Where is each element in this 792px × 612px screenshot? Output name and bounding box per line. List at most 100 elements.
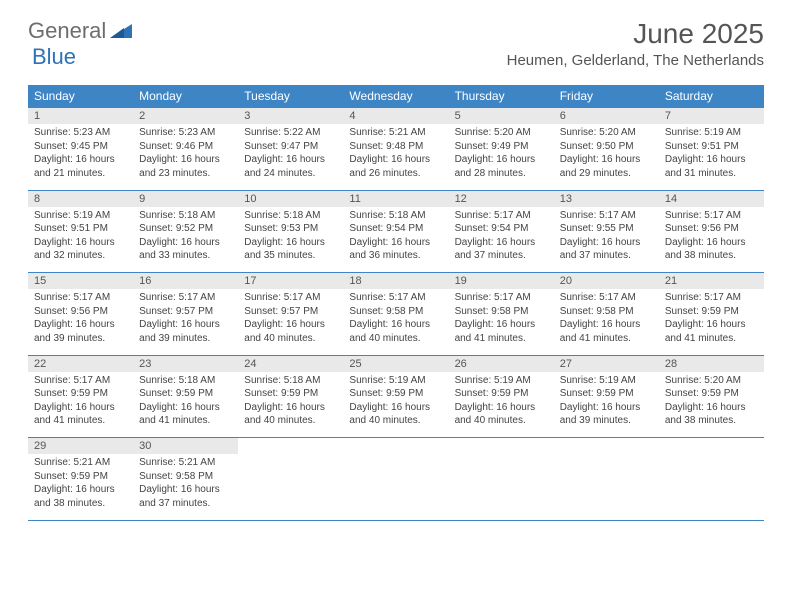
daylight-line: Daylight: 16 hours and 26 minutes. xyxy=(349,153,442,180)
sunrise-line: Sunrise: 5:20 AM xyxy=(560,126,653,140)
brand-blue: Blue xyxy=(32,44,76,69)
daylight-line: Daylight: 16 hours and 38 minutes. xyxy=(665,401,758,428)
sunrise-line: Sunrise: 5:17 AM xyxy=(455,209,548,223)
day-number-cell: 27 xyxy=(554,355,659,372)
day-number-cell: 9 xyxy=(133,190,238,207)
sunrise-line: Sunrise: 5:20 AM xyxy=(665,374,758,388)
sunrise-line: Sunrise: 5:20 AM xyxy=(455,126,548,140)
day-number-cell: 22 xyxy=(28,355,133,372)
day-number-cell: 10 xyxy=(238,190,343,207)
sunset-line: Sunset: 9:56 PM xyxy=(34,305,127,319)
day-detail-cell: Sunrise: 5:21 AMSunset: 9:58 PMDaylight:… xyxy=(133,454,238,520)
day-detail-cell: Sunrise: 5:19 AMSunset: 9:51 PMDaylight:… xyxy=(28,207,133,273)
sunrise-line: Sunrise: 5:22 AM xyxy=(244,126,337,140)
day-detail-cell: Sunrise: 5:19 AMSunset: 9:59 PMDaylight:… xyxy=(343,372,448,438)
sunrise-line: Sunrise: 5:18 AM xyxy=(244,374,337,388)
title-block: June 2025 Heumen, Gelderland, The Nether… xyxy=(507,18,764,69)
sunset-line: Sunset: 9:58 PM xyxy=(455,305,548,319)
weekday-header: Monday xyxy=(133,85,238,108)
day-detail-cell xyxy=(238,454,343,520)
sunset-line: Sunset: 9:51 PM xyxy=(34,222,127,236)
day-detail-cell: Sunrise: 5:21 AMSunset: 9:48 PMDaylight:… xyxy=(343,124,448,190)
daylight-line: Daylight: 16 hours and 33 minutes. xyxy=(139,236,232,263)
sunset-line: Sunset: 9:45 PM xyxy=(34,140,127,154)
daylight-line: Daylight: 16 hours and 32 minutes. xyxy=(34,236,127,263)
daylight-line: Daylight: 16 hours and 40 minutes. xyxy=(349,318,442,345)
weekday-header: Saturday xyxy=(659,85,764,108)
day-number-cell xyxy=(238,438,343,455)
daylight-line: Daylight: 16 hours and 29 minutes. xyxy=(560,153,653,180)
sunset-line: Sunset: 9:55 PM xyxy=(560,222,653,236)
sunrise-line: Sunrise: 5:17 AM xyxy=(665,291,758,305)
sunset-line: Sunset: 9:47 PM xyxy=(244,140,337,154)
sunrise-line: Sunrise: 5:19 AM xyxy=(455,374,548,388)
day-detail-cell: Sunrise: 5:20 AMSunset: 9:59 PMDaylight:… xyxy=(659,372,764,438)
sunset-line: Sunset: 9:49 PM xyxy=(455,140,548,154)
sunset-line: Sunset: 9:59 PM xyxy=(34,470,127,484)
sunset-line: Sunset: 9:59 PM xyxy=(665,305,758,319)
daylight-line: Daylight: 16 hours and 31 minutes. xyxy=(665,153,758,180)
day-detail-cell: Sunrise: 5:19 AMSunset: 9:59 PMDaylight:… xyxy=(554,372,659,438)
day-detail-cell xyxy=(343,454,448,520)
weekday-header: Wednesday xyxy=(343,85,448,108)
sunset-line: Sunset: 9:53 PM xyxy=(244,222,337,236)
day-number-cell: 17 xyxy=(238,273,343,290)
sunrise-line: Sunrise: 5:21 AM xyxy=(139,456,232,470)
day-number-cell: 8 xyxy=(28,190,133,207)
day-number-cell: 24 xyxy=(238,355,343,372)
day-detail-cell: Sunrise: 5:19 AMSunset: 9:59 PMDaylight:… xyxy=(449,372,554,438)
day-detail-cell: Sunrise: 5:20 AMSunset: 9:50 PMDaylight:… xyxy=(554,124,659,190)
sunrise-line: Sunrise: 5:23 AM xyxy=(34,126,127,140)
sunset-line: Sunset: 9:58 PM xyxy=(349,305,442,319)
sunset-line: Sunset: 9:59 PM xyxy=(665,387,758,401)
daylight-line: Daylight: 16 hours and 41 minutes. xyxy=(139,401,232,428)
day-number-cell: 29 xyxy=(28,438,133,455)
day-number-row: 1234567 xyxy=(28,108,764,125)
daylight-line: Daylight: 16 hours and 39 minutes. xyxy=(560,401,653,428)
daylight-line: Daylight: 16 hours and 41 minutes. xyxy=(455,318,548,345)
day-detail-cell: Sunrise: 5:20 AMSunset: 9:49 PMDaylight:… xyxy=(449,124,554,190)
day-detail-cell: Sunrise: 5:18 AMSunset: 9:54 PMDaylight:… xyxy=(343,207,448,273)
day-number-cell xyxy=(449,438,554,455)
day-number-cell: 1 xyxy=(28,108,133,125)
sunrise-line: Sunrise: 5:17 AM xyxy=(34,374,127,388)
daylight-line: Daylight: 16 hours and 40 minutes. xyxy=(349,401,442,428)
day-number-cell: 4 xyxy=(343,108,448,125)
daylight-line: Daylight: 16 hours and 40 minutes. xyxy=(244,401,337,428)
weekday-header-row: Sunday Monday Tuesday Wednesday Thursday… xyxy=(28,85,764,108)
day-detail-cell: Sunrise: 5:17 AMSunset: 9:55 PMDaylight:… xyxy=(554,207,659,273)
day-detail-cell xyxy=(554,454,659,520)
sunset-line: Sunset: 9:57 PM xyxy=(244,305,337,319)
sunset-line: Sunset: 9:50 PM xyxy=(560,140,653,154)
day-number-cell: 23 xyxy=(133,355,238,372)
sunset-line: Sunset: 9:59 PM xyxy=(455,387,548,401)
day-detail-cell: Sunrise: 5:17 AMSunset: 9:58 PMDaylight:… xyxy=(449,289,554,355)
day-number-cell: 18 xyxy=(343,273,448,290)
weekday-header: Sunday xyxy=(28,85,133,108)
sunrise-line: Sunrise: 5:17 AM xyxy=(560,291,653,305)
daylight-line: Daylight: 16 hours and 37 minutes. xyxy=(560,236,653,263)
brand-triangle-icon xyxy=(110,20,132,43)
daylight-line: Daylight: 16 hours and 37 minutes. xyxy=(455,236,548,263)
daylight-line: Daylight: 16 hours and 38 minutes. xyxy=(665,236,758,263)
sunset-line: Sunset: 9:57 PM xyxy=(139,305,232,319)
day-detail-cell: Sunrise: 5:18 AMSunset: 9:53 PMDaylight:… xyxy=(238,207,343,273)
sunrise-line: Sunrise: 5:17 AM xyxy=(34,291,127,305)
day-detail-cell: Sunrise: 5:17 AMSunset: 9:58 PMDaylight:… xyxy=(343,289,448,355)
day-number-cell: 21 xyxy=(659,273,764,290)
sunset-line: Sunset: 9:52 PM xyxy=(139,222,232,236)
location-text: Heumen, Gelderland, The Netherlands xyxy=(507,52,764,69)
sunrise-line: Sunrise: 5:17 AM xyxy=(455,291,548,305)
day-number-cell: 6 xyxy=(554,108,659,125)
page-header: General June 2025 Heumen, Gelderland, Th… xyxy=(0,0,792,75)
sunset-line: Sunset: 9:58 PM xyxy=(139,470,232,484)
day-number-cell: 20 xyxy=(554,273,659,290)
day-detail-cell: Sunrise: 5:18 AMSunset: 9:59 PMDaylight:… xyxy=(133,372,238,438)
day-detail-row: Sunrise: 5:21 AMSunset: 9:59 PMDaylight:… xyxy=(28,454,764,520)
day-number-row: 2930 xyxy=(28,438,764,455)
day-detail-cell: Sunrise: 5:21 AMSunset: 9:59 PMDaylight:… xyxy=(28,454,133,520)
daylight-line: Daylight: 16 hours and 40 minutes. xyxy=(455,401,548,428)
month-title: June 2025 xyxy=(507,18,764,50)
sunrise-line: Sunrise: 5:18 AM xyxy=(349,209,442,223)
daylight-line: Daylight: 16 hours and 41 minutes. xyxy=(665,318,758,345)
